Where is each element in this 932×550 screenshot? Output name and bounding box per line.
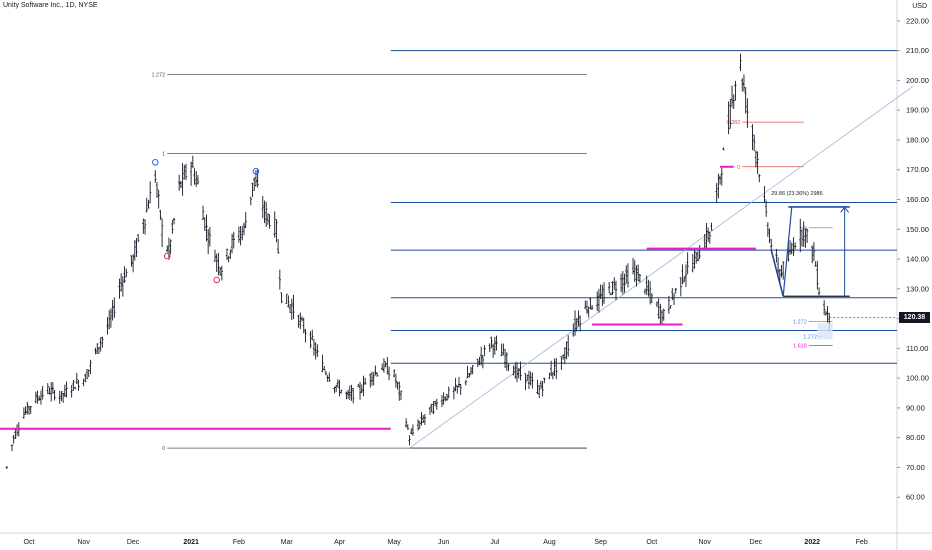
- y-tick-label: 190.00: [906, 106, 929, 115]
- flag-pole-line: [782, 206, 793, 297]
- trend-line: [409, 86, 914, 449]
- y-tick-label: 180.00: [906, 135, 929, 144]
- x-tick-label: Jun: [438, 539, 449, 546]
- y-tick-label: 70.00: [906, 463, 925, 472]
- y-tick-label: 150.00: [906, 225, 929, 234]
- fib-level-label: 1.618: [793, 343, 807, 349]
- fib-level-label: 0: [162, 446, 165, 452]
- x-tick-label: Sep: [594, 539, 607, 546]
- y-tick-label: 200.00: [906, 76, 929, 85]
- y-tick-label: 140.00: [906, 255, 929, 264]
- y-tick-label: 220.00: [906, 16, 929, 25]
- x-tick-label: May: [388, 539, 402, 546]
- x-tick-label: Dec: [127, 539, 140, 546]
- x-tick-label: Nov: [698, 539, 711, 546]
- x-tick-label: Feb: [233, 539, 245, 546]
- currency-label: USD: [912, 3, 927, 10]
- fib-level-label: 1: [162, 151, 165, 157]
- pivot-circle-marker: [252, 167, 260, 175]
- y-tick-label: 60.00: [906, 493, 925, 502]
- measure-arrow-head: [840, 206, 850, 213]
- x-tick-label: Oct: [646, 539, 657, 546]
- x-tick-label: Aug: [543, 539, 556, 546]
- y-tick-label: 210.00: [906, 46, 929, 55]
- chart-title: Unity Software Inc., 1D, NYSE: [3, 2, 98, 9]
- x-tick-label: Dec: [750, 539, 763, 546]
- y-tick-label: 90.00: [906, 403, 925, 412]
- x-tick-label: Nov: [77, 539, 90, 546]
- x-tick-label: 2021: [183, 539, 199, 546]
- y-tick-label: 80.00: [906, 433, 925, 442]
- pivot-circle-marker: [163, 252, 171, 260]
- x-tick-label: Feb: [856, 539, 868, 546]
- pivot-circle-marker: [151, 159, 159, 166]
- y-tick-label: 110.00: [906, 344, 928, 353]
- y-tick-label: 170.00: [906, 165, 929, 174]
- fib-shaded-zone: [817, 323, 833, 340]
- fib-level-label: 1.272: [803, 334, 817, 340]
- last-price-badge: 120.38: [899, 311, 930, 323]
- x-tick-label: Jul: [490, 539, 499, 546]
- measure-label: 29.86 (23.36%) 2986: [771, 191, 822, 197]
- y-tick-label: 100.00: [906, 374, 929, 383]
- pivot-circle-marker: [213, 276, 221, 284]
- fib-level-label: 1.272: [793, 320, 807, 326]
- fib-level-label: 0: [737, 165, 740, 171]
- x-tick-label: Apr: [334, 539, 346, 546]
- x-tick-label: 2022: [804, 539, 820, 546]
- y-tick-label: 160.00: [906, 195, 929, 204]
- fib-level-label: 0.382: [726, 120, 740, 126]
- flag-pole-line: [770, 249, 784, 297]
- y-tick-label: 130.00: [906, 284, 929, 293]
- x-tick-label: Mar: [281, 539, 294, 546]
- fib-level-label: 1.272: [151, 72, 165, 78]
- x-tick-label: Oct: [24, 539, 35, 546]
